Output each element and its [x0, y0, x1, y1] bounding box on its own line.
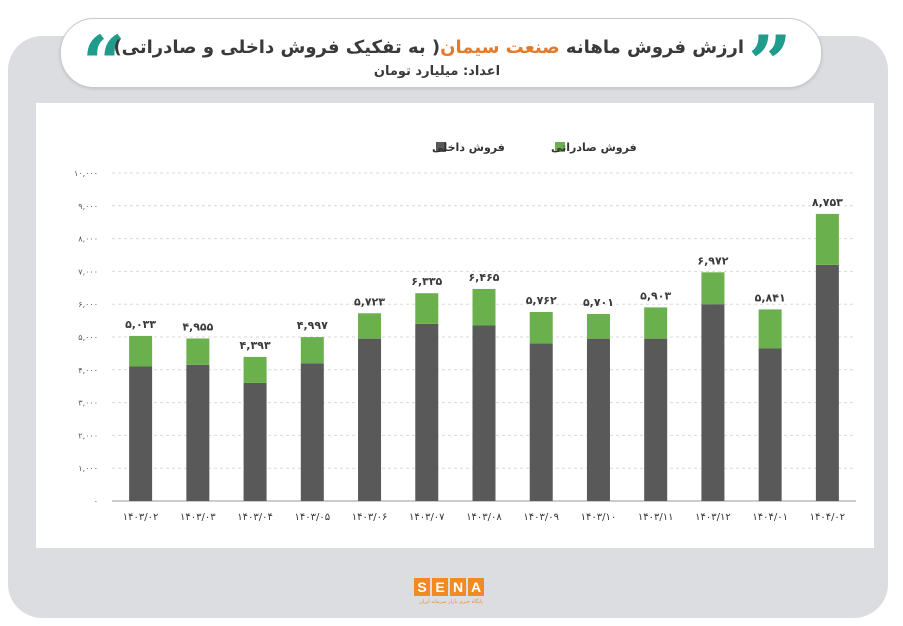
bar-domestic	[300, 363, 324, 501]
total-label: ۶,۹۷۲	[697, 254, 728, 267]
bar-domestic	[472, 325, 496, 501]
closing-quote-icon: “	[82, 26, 126, 70]
x-tick-label: ۱۴۰۳/۰۲	[123, 512, 159, 523]
bar-export	[415, 293, 439, 324]
y-tick-label: ۸,۰۰۰	[78, 235, 98, 244]
y-tick-label: ۱۰,۰۰۰	[74, 169, 98, 178]
x-tick-label: ۱۴۰۴/۰۲	[810, 512, 846, 523]
bar-export	[758, 309, 782, 349]
title-prefix: ارزش فروش ماهانه	[565, 37, 744, 58]
bar-export	[586, 314, 610, 339]
legend-swatch-export	[555, 142, 565, 152]
x-tick-label: ۱۴۰۳/۰۴	[237, 512, 273, 523]
legend-label-export: فروش صادراتی	[551, 141, 637, 154]
bar-domestic	[701, 304, 725, 501]
total-label: ۵,۷۲۳	[354, 295, 385, 308]
title-suffix: ( به تفکیک فروش داخلی و صادراتی)	[113, 37, 441, 58]
x-tick-label: ۱۴۰۳/۰۸	[466, 512, 502, 523]
x-tick-label: ۱۴۰۳/۰۵	[295, 512, 331, 523]
chart-card: ۰ ۱,۰۰۰ ۲,۰۰۰ ۳,۰۰۰ ۴,۰۰۰ ۵,۰۰۰ ۶,۰۰۰ ۷,۰۰۰ ۸,۰۰…	[36, 103, 874, 548]
bar-domestic	[243, 382, 267, 501]
y-tick-label: ۱,۰۰۰	[78, 464, 98, 473]
bar-domestic	[758, 348, 782, 501]
bar-domestic	[529, 343, 553, 501]
total-label: ۵,۷۶۲	[526, 294, 557, 307]
bar-domestic	[644, 338, 668, 501]
total-label: ۵,۹۰۳	[640, 289, 671, 302]
page-subtitle: اعداد: میلیارد تومان	[373, 64, 501, 79]
x-tick-label: ۱۴۰۴/۰۱	[752, 512, 788, 523]
total-label: ۶,۴۶۵	[468, 271, 499, 284]
bar-export	[186, 338, 210, 365]
bar-export	[701, 272, 725, 305]
x-tick-label: ۱۴۰۳/۱۲	[695, 512, 731, 523]
bar-export	[129, 335, 153, 367]
y-tick-label: ۶,۰۰۰	[78, 300, 98, 309]
x-tick-label: ۱۴۰۳/۱۰	[581, 512, 617, 523]
bar-export	[243, 356, 267, 383]
bar-export	[815, 213, 839, 265]
total-label: ۵,۷۰۱	[583, 296, 614, 309]
page-title: ارزش فروش ماهانه صنعت سیمان( به تفکیک فر…	[113, 37, 744, 58]
y-tick-label: ۴,۰۰۰	[78, 366, 98, 375]
y-tick-label: ۵,۰۰۰	[78, 333, 98, 342]
legend-label-domestic: فروش داخلی	[432, 141, 505, 154]
title-highlight: صنعت سیمان	[440, 37, 560, 58]
logo-tagline: پایگاه خبری بازار سرمایه ایران	[419, 599, 483, 605]
x-tick-label: ۱۴۰۳/۰۹	[523, 512, 559, 523]
x-tick-label: ۱۴۰۳/۱۱	[638, 512, 674, 523]
stacked-bar-chart: ۰ ۱,۰۰۰ ۲,۰۰۰ ۳,۰۰۰ ۴,۰۰۰ ۵,۰۰۰ ۶,۰۰۰ ۷,۰۰۰ ۸,۰۰…	[74, 141, 856, 523]
bar-domestic	[358, 338, 382, 501]
total-label: ۸,۷۵۳	[812, 196, 843, 209]
total-label: ۶,۳۳۵	[411, 275, 442, 288]
logo-letter: N	[450, 578, 466, 596]
sena-logo: S E N A پایگاه خبری بازار سرمایه ایران	[414, 578, 488, 608]
logo-letter: A	[468, 578, 484, 596]
total-label: ۴,۹۵۵	[182, 320, 213, 333]
x-tick-label: ۱۴۰۳/۰۶	[352, 512, 388, 523]
y-tick-label: ۳,۰۰۰	[78, 399, 98, 408]
logo-letter: E	[432, 578, 448, 596]
total-label: ۵,۸۴۱	[755, 291, 786, 304]
total-label: ۵,۰۳۳	[125, 318, 156, 331]
y-tick-label: ۰	[94, 497, 98, 506]
bar-domestic	[586, 338, 610, 501]
opening-quote-icon: ”	[748, 26, 792, 70]
title-banner	[60, 18, 822, 88]
bar-export	[644, 307, 668, 339]
y-tick-label: ۷,۰۰۰	[78, 267, 98, 276]
total-label: ۴,۹۹۷	[297, 319, 328, 332]
bar-export	[472, 288, 496, 326]
y-tick-label: ۹,۰۰۰	[78, 202, 98, 211]
bar-export	[358, 313, 382, 339]
y-tick-label: ۲,۰۰۰	[78, 431, 98, 440]
bar-domestic	[815, 264, 839, 501]
x-tick-label: ۱۴۰۳/۰۳	[180, 512, 216, 523]
legend-swatch-domestic	[436, 142, 446, 152]
total-label: ۴,۳۹۳	[240, 339, 271, 352]
bar-domestic	[186, 364, 210, 501]
bar-export	[300, 337, 324, 364]
bar-domestic	[129, 366, 153, 501]
x-tick-label: ۱۴۰۳/۰۷	[409, 512, 445, 523]
bar-export	[529, 312, 553, 344]
logo-letter: S	[414, 578, 430, 596]
bar-domestic	[415, 323, 439, 501]
